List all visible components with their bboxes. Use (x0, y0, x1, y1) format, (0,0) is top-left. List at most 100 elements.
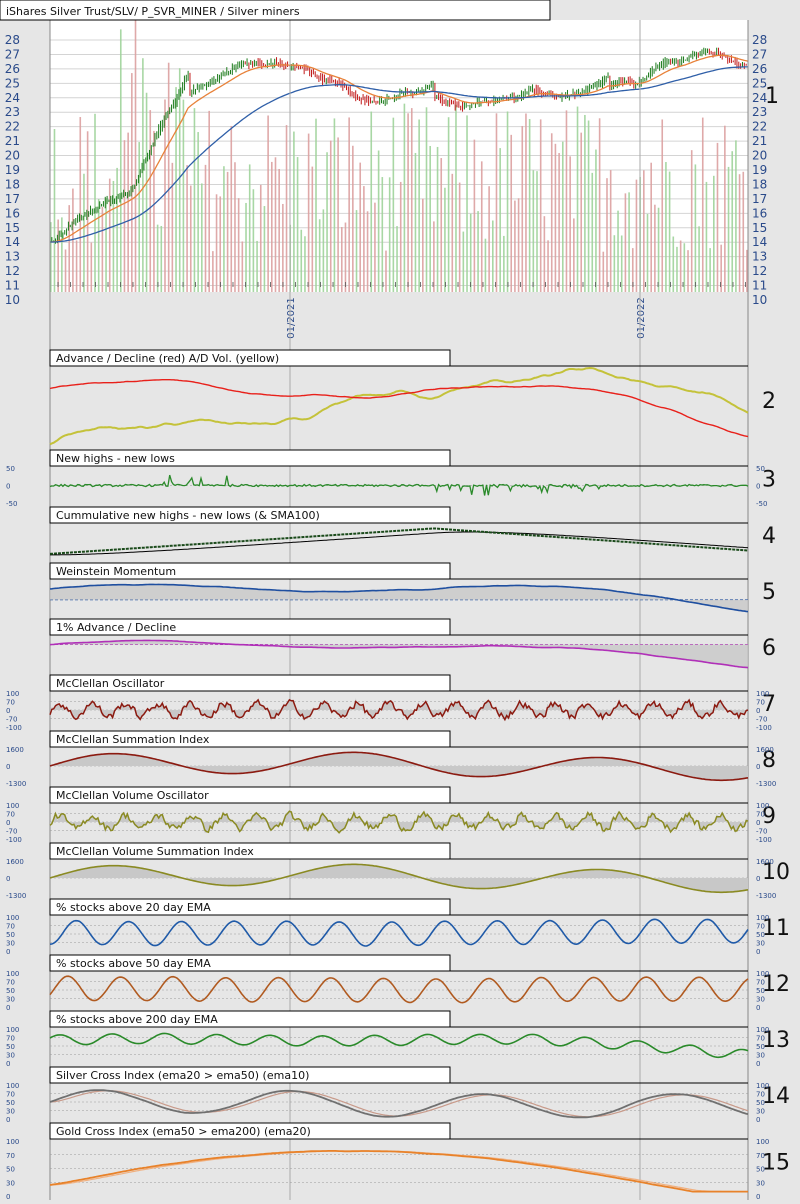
volume-bar (525, 113, 527, 293)
volume-bar (315, 118, 317, 292)
volume-bar (164, 99, 166, 292)
volume-bar (374, 202, 376, 292)
price-y-tick-label-right: 14 (752, 235, 767, 249)
volume-bar (701, 117, 704, 292)
volume-bar (679, 240, 682, 292)
panel-y-tick-label-right: 0 (756, 1004, 760, 1012)
panel-y-tick-label-right: 100 (756, 914, 769, 922)
panel-number: 7 (762, 692, 776, 717)
volume-bar (392, 117, 395, 292)
volume-bar (407, 113, 409, 292)
panel-y-tick-label: 0 (6, 1004, 10, 1012)
volume-bar (204, 164, 207, 292)
indicator-line (49, 639, 749, 669)
volume-bar (573, 218, 575, 292)
volume-bar (425, 107, 428, 292)
panel-title-box (49, 449, 451, 467)
volume-bar (422, 198, 424, 292)
panel-number: 14 (762, 1084, 790, 1109)
volume-bar (307, 133, 310, 292)
price-y-tick-label-right: 21 (752, 134, 767, 148)
panel-y-tick-label-right: 0 (756, 1193, 760, 1200)
panel-y-tick-label-right: 100 (756, 970, 769, 978)
panel-y-tick-label: -1300 (6, 780, 26, 788)
volume-bar (256, 240, 258, 292)
volume-bar (554, 143, 557, 292)
volume-bar (514, 200, 516, 292)
price-y-tick-label-right: 24 (752, 91, 767, 105)
volume-bar (705, 181, 708, 292)
panel-y-tick-label-right: 70 (756, 811, 765, 819)
volume-bar (609, 170, 612, 292)
indicator-fill-area (50, 584, 748, 612)
panel-y-tick-label: 1600 (6, 746, 24, 754)
price-y-tick-label: 13 (5, 250, 20, 264)
volume-bar (370, 111, 373, 293)
volume-bar (429, 145, 431, 292)
panel-y-tick-label: 30 (6, 940, 15, 948)
volume-bar (326, 152, 328, 292)
panel-y-tick-label: 50 (6, 987, 15, 995)
cross-index-line (49, 1150, 748, 1193)
volume-bar (127, 132, 129, 292)
panel-title-box (49, 1066, 451, 1084)
price-y-tick-label: 25 (5, 76, 20, 90)
panel-y-tick-label: 30 (6, 1179, 15, 1187)
panel-y-tick-label: 70 (6, 1035, 15, 1043)
panel-title: Silver Cross Index (ema20 > ema50) (ema1… (56, 1069, 309, 1082)
volume-bar (635, 179, 638, 292)
panel-15: Gold Cross Index (ema50 > ema200) (ema20… (6, 1122, 790, 1201)
volume-bar (694, 164, 697, 292)
panel-y-tick-label-right: 100 (756, 690, 769, 698)
volume-bar (606, 178, 608, 292)
panel-y-tick-label: 0 (6, 1060, 10, 1068)
panel-y-tick-label-right: 70 (756, 1152, 765, 1160)
volume-bar (178, 68, 181, 293)
volume-bar (61, 217, 63, 292)
panel-y-tick-label-right: 70 (756, 1035, 765, 1043)
panel-y-tick-label-right: 1600 (756, 858, 774, 866)
panel-y-tick-label-right: 100 (756, 1026, 769, 1034)
price-ema-long-line (50, 66, 748, 243)
volume-bar (311, 166, 314, 292)
panel-y-tick-label: 0 (6, 483, 10, 491)
volume-bar (724, 125, 726, 293)
volume-bar (661, 119, 664, 292)
cross-index-ema-line (50, 1150, 748, 1193)
panel-6: 1% Advance / Decline 6 (49, 618, 776, 669)
panel-y-tick-label: 70 (6, 811, 15, 819)
x-axis-tick-label: 01/2022 (636, 297, 647, 339)
volume-bar (547, 240, 549, 292)
percent-above-ema-line (49, 1032, 749, 1059)
percent-above-ema-line (49, 975, 749, 1004)
panel-title: McClellan Oscillator (56, 677, 165, 690)
panel-y-tick-label-right: 0 (756, 707, 760, 715)
summation-line (49, 863, 749, 894)
price-y-tick-label: 20 (5, 149, 20, 163)
panel-y-tick-label: 50 (6, 1099, 15, 1107)
volume-bar (123, 140, 126, 292)
volume-bar (138, 142, 141, 292)
chart-title-box (0, 0, 551, 21)
panel-y-tick-label-right: 30 (756, 940, 765, 948)
volume-bar (50, 222, 52, 292)
volume-bar (506, 111, 509, 292)
panel-number: 2 (762, 389, 776, 414)
panel-y-tick-label: 100 (6, 1138, 19, 1146)
panel-number: 6 (762, 636, 776, 661)
panel-number: 13 (762, 1028, 790, 1053)
volume-bar (223, 166, 225, 292)
panel-y-tick-label-right: -100 (756, 836, 772, 844)
panel-y-tick-label: 30 (6, 1108, 15, 1116)
volume-bar (215, 194, 218, 292)
panel-y-tick-label: 30 (6, 996, 15, 1004)
volume-bar (131, 73, 133, 292)
price-y-tick-label: 16 (5, 206, 20, 220)
panel-14: Silver Cross Index (ema20 > ema50) (ema1… (6, 1066, 790, 1124)
volume-bar (263, 206, 266, 292)
volume-bar (451, 173, 454, 292)
panel-y-tick-label: 0 (6, 948, 10, 956)
volume-bar (167, 62, 170, 292)
